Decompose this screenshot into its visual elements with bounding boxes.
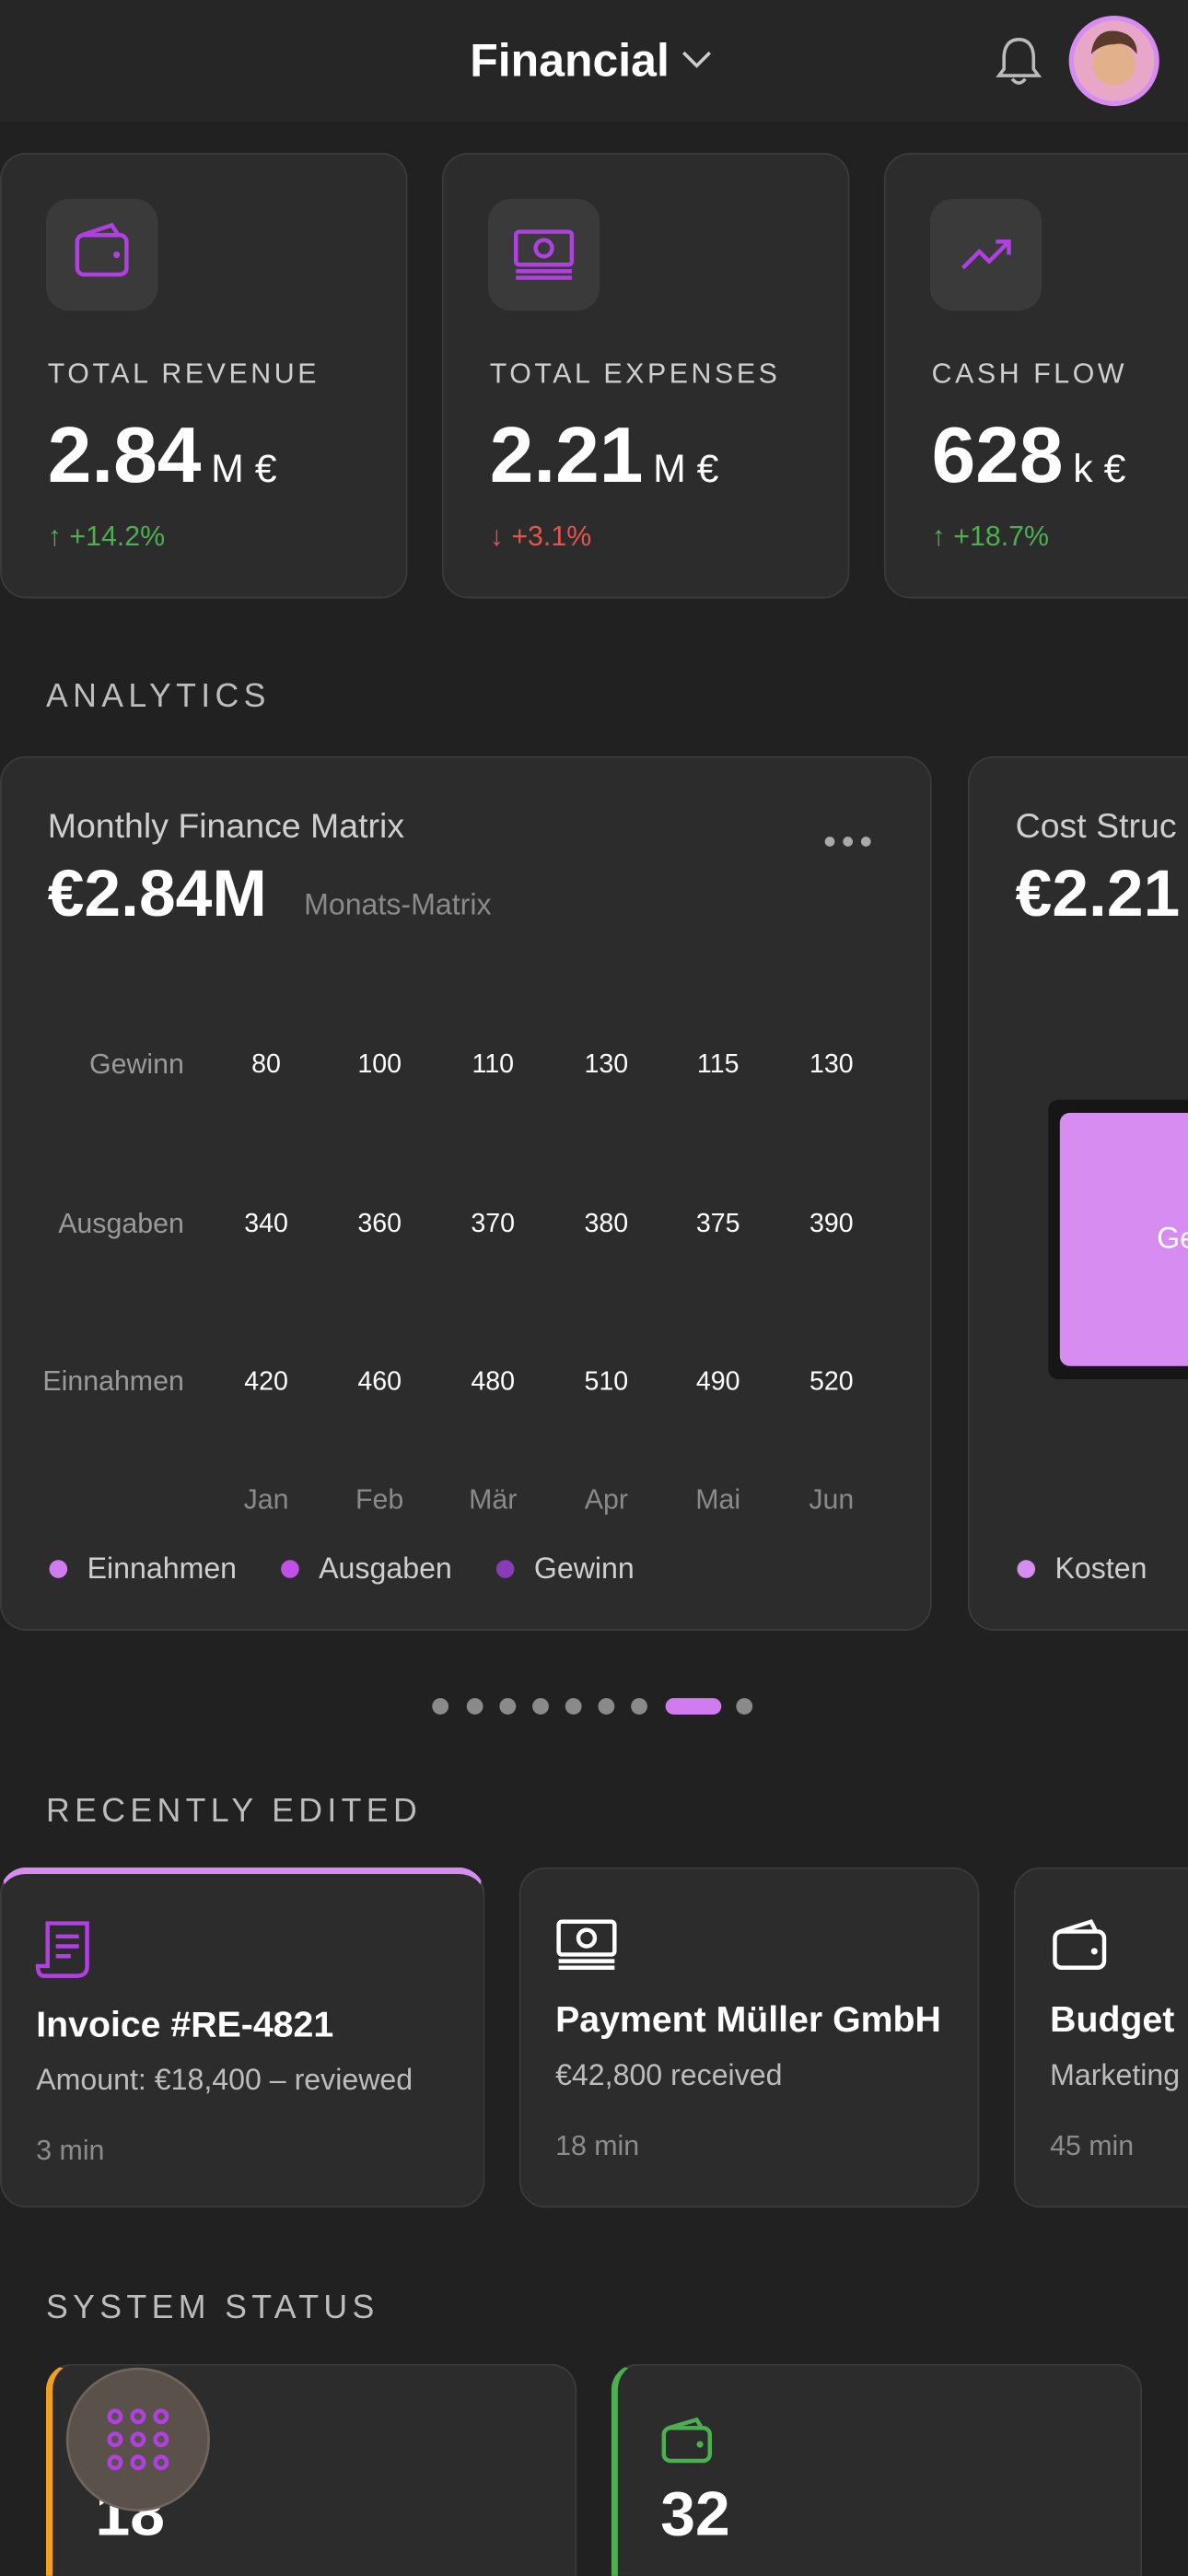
pager-dot <box>565 1698 582 1715</box>
legend-dot <box>1017 1560 1036 1578</box>
fab-button[interactable] <box>65 2367 210 2512</box>
kpi-card[interactable]: TOTAL EXPENSES 2.21 M € ↓ +3.1% <box>441 152 850 599</box>
avatar[interactable] <box>1068 15 1160 107</box>
matrix-cell: 110 <box>472 1050 515 1080</box>
matrix-cell: 340 <box>244 1210 288 1239</box>
item-title: Payment Müller GmbH <box>555 1998 941 2040</box>
kpi-label: TOTAL REVENUE <box>47 357 320 390</box>
analytics-card[interactable]: Monthly Finance Matrix €2.84M Monats-Mat… <box>0 755 932 1631</box>
matrix-cell: 80 <box>251 1050 281 1080</box>
receipt-icon <box>35 1921 89 1978</box>
item-time: 18 min <box>555 2130 640 2161</box>
legend-dot <box>281 1560 299 1578</box>
pager-dot <box>736 1698 753 1715</box>
matrix-cell: 380 <box>584 1210 629 1239</box>
matrix-cell: 375 <box>695 1210 740 1239</box>
card-value: €2.21 <box>1015 858 1181 931</box>
section-heading: ANALYTICS <box>45 678 271 716</box>
item-title: Invoice #RE-4821 <box>36 2003 334 2045</box>
matrix-cell: 420 <box>244 1368 288 1397</box>
wallet-icon <box>1053 1919 1107 1970</box>
kpi-value: 628 k € <box>931 413 1126 500</box>
kpi-card[interactable]: CASH FLOW 628 k € ↑ +18.7% <box>883 152 1188 599</box>
row-label: Gewinn <box>88 1048 184 1080</box>
section-heading: SYSTEM STATUS <box>45 2289 379 2326</box>
kpi-label: CASH FLOW <box>931 357 1128 390</box>
matrix-cell: 370 <box>471 1210 516 1239</box>
column-label: Jan <box>243 1483 289 1516</box>
kpi-change: ↓ +3.1% <box>489 521 592 553</box>
pager-dot-active <box>665 1698 722 1715</box>
section-heading: RECENTLY EDITED <box>45 1793 423 1830</box>
card-subtitle: Monats-Matrix <box>304 887 492 921</box>
matrix-cell: 360 <box>357 1210 402 1239</box>
icon-box <box>45 198 158 311</box>
recent-card[interactable]: Payment Müller GmbH €42,800 received 18 … <box>518 1867 980 2208</box>
item-subtitle: €42,800 received <box>555 2058 783 2091</box>
header-title[interactable]: Financial <box>470 34 670 87</box>
analytics-card[interactable]: Cost Struc €2.21 Ge Kosten <box>967 755 1188 1631</box>
legend-dot <box>49 1560 68 1578</box>
item-subtitle: Amount: €18,400 – reviewed <box>36 2063 413 2097</box>
legend-label: Gewinn <box>533 1551 635 1586</box>
recent-card[interactable]: Budget Marketing 45 min <box>1013 1867 1188 2208</box>
pager-dot <box>631 1698 647 1715</box>
matrix-cell: 100 <box>357 1050 402 1080</box>
matrix-cell: 130 <box>809 1050 854 1080</box>
item-subtitle: Marketing <box>1050 2058 1181 2091</box>
column-label: Jun <box>809 1483 855 1516</box>
row-label: Ausgaben <box>58 1208 184 1239</box>
matrix-cell: 460 <box>357 1368 402 1397</box>
header: Financial <box>0 0 1188 123</box>
legend-label: Ausgaben <box>319 1551 452 1586</box>
legend-label: Einnahmen <box>87 1551 238 1586</box>
status-value: 32 <box>660 2480 730 2550</box>
dropdown-chevron[interactable] <box>681 46 714 73</box>
wallet-icon <box>661 2417 713 2464</box>
legend-label: Kosten <box>1054 1551 1147 1586</box>
matrix-cell: 390 <box>809 1210 854 1239</box>
column-label: Apr <box>584 1483 628 1516</box>
card-title: Cost Struc <box>1015 807 1177 846</box>
card-value: €2.84M <box>47 858 267 931</box>
card-title: Monthly Finance Matrix <box>47 807 405 846</box>
kpi-card[interactable]: TOTAL REVENUE 2.84 M € ↑ +14.2% <box>0 152 408 599</box>
pager-dot <box>432 1698 449 1715</box>
recent-card[interactable]: Invoice #RE-4821 Amount: €18,400 – revie… <box>0 1867 485 2208</box>
pager-dot <box>466 1698 483 1715</box>
icon-box <box>929 198 1042 311</box>
matrix-cell: 520 <box>809 1368 854 1397</box>
column-label: Feb <box>355 1483 404 1516</box>
pager-dot <box>499 1698 517 1715</box>
icon-box <box>487 198 600 311</box>
kpi-value: 2.21 M € <box>489 413 719 500</box>
more-button[interactable] <box>820 830 876 853</box>
block-label: Ge <box>1157 1222 1188 1255</box>
legend-dot <box>495 1560 515 1578</box>
column-label: Mär <box>469 1483 518 1516</box>
matrix-cell: 130 <box>584 1050 629 1080</box>
pager-dot <box>532 1698 549 1715</box>
kpi-label: TOTAL EXPENSES <box>489 357 781 390</box>
matrix-cell: 480 <box>471 1368 516 1397</box>
kpi-value: 2.84 M € <box>47 413 277 500</box>
cost-block <box>1059 1112 1188 1366</box>
pager-dot <box>598 1698 615 1715</box>
money-icon <box>556 1919 617 1970</box>
kpi-change: ↑ +18.7% <box>931 521 1050 553</box>
row-label: Einnahmen <box>42 1365 184 1398</box>
item-time: 3 min <box>36 2135 105 2167</box>
item-time: 45 min <box>1050 2130 1135 2161</box>
status-card[interactable]: 32 <box>611 2363 1143 2576</box>
matrix-cell: 510 <box>584 1368 629 1397</box>
matrix-cell: 115 <box>696 1050 740 1080</box>
column-label: Mai <box>695 1483 741 1516</box>
item-title: Budget <box>1050 1998 1175 2040</box>
kpi-change: ↑ +14.2% <box>47 521 166 553</box>
matrix-cell: 490 <box>695 1368 740 1397</box>
bell-icon[interactable] <box>994 34 1043 87</box>
